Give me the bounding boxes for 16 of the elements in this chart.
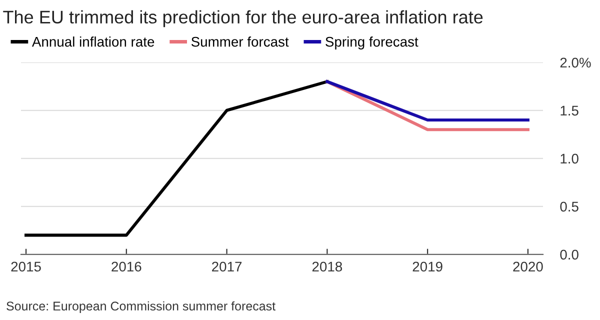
y-tick-label: 1.0 — [560, 154, 578, 164]
y-tick-label: 0.0 — [560, 250, 578, 260]
x-tick-label: 2020 — [513, 262, 543, 272]
x-tick-label: 2015 — [11, 262, 41, 272]
x-tick-label: 2017 — [212, 262, 242, 272]
x-tick-label: 2018 — [312, 262, 342, 272]
y-tick-label: 1.5 — [560, 106, 578, 116]
legend-label: Annual inflation rate — [32, 36, 154, 47]
legend-label: Spring forecast — [326, 36, 418, 50]
legend-label: Summer forcast — [191, 36, 289, 47]
x-tick-label: 2019 — [412, 262, 442, 272]
y-tick-label: 2.0% — [560, 58, 591, 68]
source-note: Source: European Commission summer forecast — [6, 301, 276, 313]
y-tick-label: 0.5 — [560, 202, 578, 212]
x-tick-label: 2016 — [112, 262, 142, 272]
chart-title: The EU trimmed its prediction for the euro-area inflation rate — [3, 10, 483, 28]
